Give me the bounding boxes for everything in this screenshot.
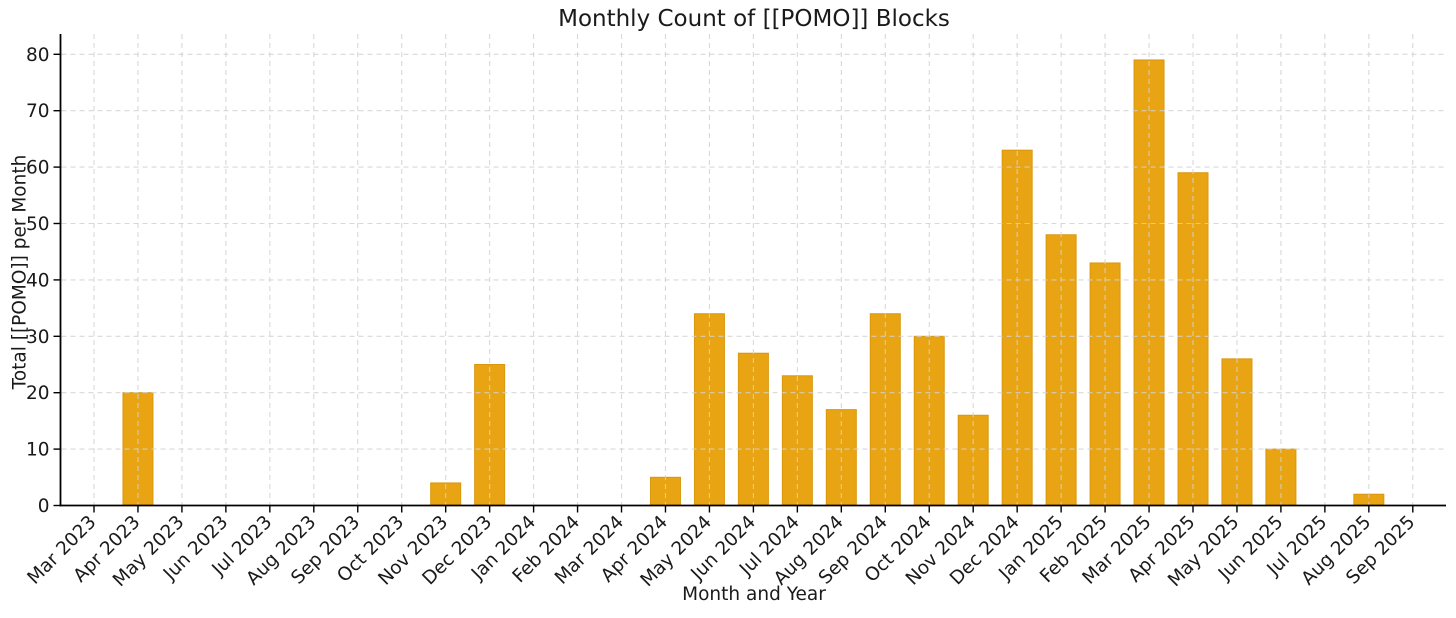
y-tick-label: 40 (26, 270, 50, 291)
y-tick-label: 70 (26, 101, 50, 122)
y-tick-label: 10 (26, 440, 50, 461)
y-tick-label: 80 (26, 45, 50, 66)
chart-title: Monthly Count of [[POMO]] Blocks (558, 6, 950, 32)
y-tick-label: 30 (26, 327, 50, 348)
bar (1177, 172, 1209, 507)
bar (649, 476, 681, 506)
y-tick-label: 60 (26, 158, 50, 179)
y-tick-label: 50 (26, 214, 50, 235)
y-tick-label: 0 (38, 496, 50, 517)
y-tick-label: 20 (26, 383, 50, 404)
x-axis-label: Month and Year (682, 584, 826, 605)
bar (1089, 262, 1121, 507)
